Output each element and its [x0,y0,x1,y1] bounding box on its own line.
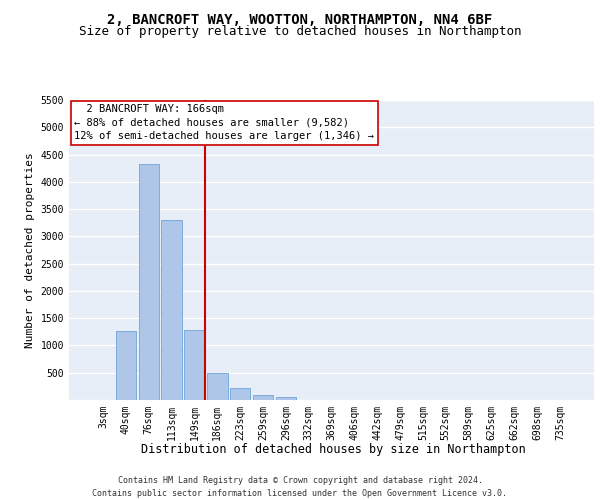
Bar [275,397,296,400]
Text: Distribution of detached houses by size in Northampton: Distribution of detached houses by size … [140,442,526,456]
Text: 2 BANCROFT WAY: 166sqm  
← 88% of detached houses are smaller (9,582)
12% of sem: 2 BANCROFT WAY: 166sqm ← 88% of detached… [74,104,374,141]
Bar [253,395,273,400]
Bar [161,220,182,400]
Bar [207,374,227,400]
Bar [230,388,250,400]
Bar [139,164,159,400]
Bar [184,330,205,400]
Text: 2, BANCROFT WAY, WOOTTON, NORTHAMPTON, NN4 6BF: 2, BANCROFT WAY, WOOTTON, NORTHAMPTON, N… [107,12,493,26]
Bar [116,330,136,400]
Text: Size of property relative to detached houses in Northampton: Size of property relative to detached ho… [79,25,521,38]
Text: Contains HM Land Registry data © Crown copyright and database right 2024.
Contai: Contains HM Land Registry data © Crown c… [92,476,508,498]
Y-axis label: Number of detached properties: Number of detached properties [25,152,35,348]
